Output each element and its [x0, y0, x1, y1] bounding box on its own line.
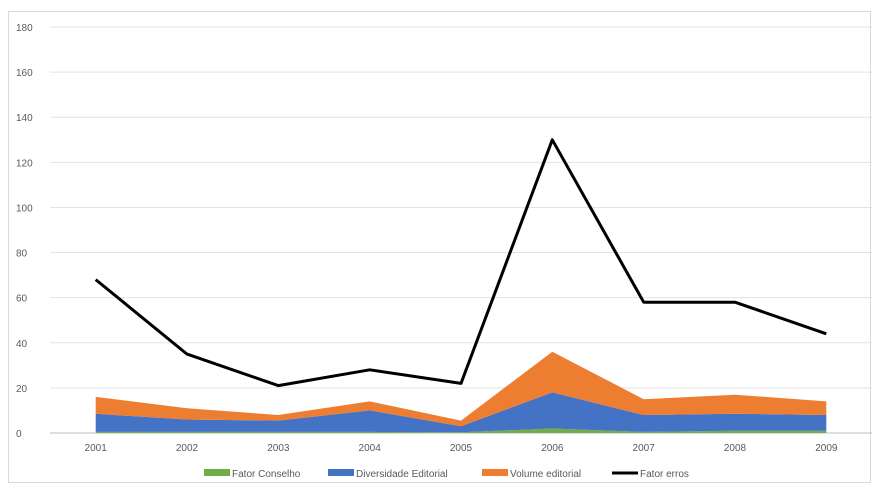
gridlines: [50, 26, 872, 434]
y-tick-label: 180: [16, 23, 33, 34]
area-series: [95, 351, 827, 427]
x-tick-label: 2008: [724, 443, 747, 454]
legend-swatch: [328, 469, 354, 476]
legend-swatch: [482, 469, 508, 476]
x-tick-label: 2006: [541, 443, 564, 454]
x-tick-label: 2007: [633, 443, 656, 454]
legend: Fator Conselho Diversidade Editorial Volum…: [204, 469, 689, 480]
x-tick-label: 2009: [815, 443, 838, 454]
y-tick-label: 60: [16, 294, 28, 305]
x-tick-label: 2002: [176, 443, 199, 454]
legend-label: Fator Conselho: [232, 469, 301, 480]
line-series: [94, 138, 827, 388]
y-tick-label: 80: [16, 249, 28, 260]
x-tick-label: 2005: [450, 443, 473, 454]
y-tick-label: 140: [16, 113, 33, 124]
stacked-areas: [95, 351, 827, 433]
legend-swatch: [204, 469, 230, 476]
y-tick-label: 20: [16, 384, 28, 395]
y-axis: 0 20 40 60 80 100 120 140 160 180: [16, 23, 33, 440]
area-series: [95, 392, 827, 433]
area-series: [95, 428, 827, 433]
legend-label: Volume editorial: [510, 469, 581, 480]
y-tick-label: 160: [16, 68, 33, 79]
y-tick-label: 120: [16, 158, 33, 169]
x-tick-label: 2003: [267, 443, 290, 454]
y-tick-label: 40: [16, 339, 28, 350]
chart-frame: [8, 11, 871, 483]
line-series-path: [94, 138, 827, 388]
x-tick-label: 2004: [359, 443, 382, 454]
x-axis: 2001 2002 2003 2004 2005 2006 2007 2008 2009: [85, 443, 838, 454]
y-tick-label: 0: [16, 429, 22, 440]
x-tick-label: 2001: [85, 443, 108, 454]
legend-label: Fator erros: [640, 469, 689, 480]
y-tick-label: 100: [16, 203, 33, 214]
legend-label: Diversidade Editorial: [356, 469, 448, 480]
